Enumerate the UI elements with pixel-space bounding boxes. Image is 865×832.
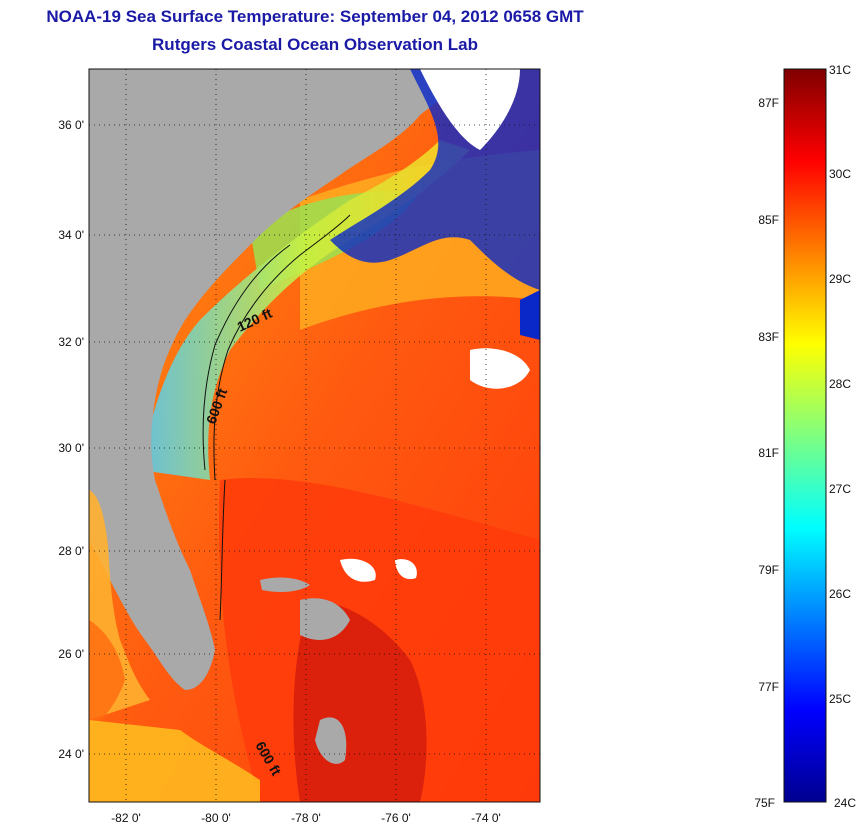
celsius-label: 25C [829,692,851,706]
map-frame [88,68,541,803]
lon-label: -74 0' [471,811,501,825]
colorbar-gradient [783,68,827,803]
island-exuma [315,717,347,764]
celsius-label: 29C [829,272,851,286]
lon-label: -82 0' [111,811,141,825]
map-plot-area [89,69,540,802]
fahrenheit-scale: 87F 85F 83F 81F 79F 77F 75F [754,96,779,810]
fahrenheit-label: 83F [758,330,779,344]
celsius-label: 27C [829,482,851,496]
isobath-120ft [202,244,291,471]
celsius-label: 24C [834,796,856,810]
gulf-warm-water [89,620,125,730]
isobath-600ft [213,214,351,481]
celsius-label: 26C [829,587,851,601]
island-grand-bahama [260,577,310,593]
map-subtitle: Rutgers Coastal Ocean Observation Lab [152,35,478,54]
lat-label: 32 0' [58,335,84,349]
island-andros [300,598,350,640]
cold-anomaly-east [520,290,540,340]
fahrenheit-label: 79F [758,563,779,577]
lon-label: -80 0' [201,811,231,825]
cloud-patch-south [340,558,376,582]
fahrenheit-label: 85F [758,213,779,227]
lat-label: 30 0' [58,441,84,455]
longitude-axis: -82 0' -80 0' -78 0' -76 0' -74 0' [111,811,501,825]
cloud-patch-ne [420,69,520,150]
lon-label: -76 0' [381,811,411,825]
celsius-scale: 31C 30C 29C 28C 27C 26C 25C 24C [829,63,856,810]
cloud-patch-south-2 [395,559,417,580]
lat-label: 26 0' [58,647,84,661]
celsius-label: 30C [829,167,851,181]
latitude-axis: 36 0' 34 0' 32 0' 30 0' 28 0' 26 0' 24 0… [58,118,84,761]
lat-label: 24 0' [58,747,84,761]
florida-keys-water [89,720,260,802]
land-mass [89,69,470,690]
lon-label: -78 0' [291,811,321,825]
cloud-patch-mid [470,348,530,389]
fahrenheit-label: 75F [754,796,775,810]
fahrenheit-label: 87F [758,96,779,110]
lat-label: 36 0' [58,118,84,132]
celsius-label: 31C [829,63,851,77]
lat-label: 34 0' [58,228,84,242]
map-title: NOAA-19 Sea Surface Temperature: Septemb… [46,7,584,26]
isobath-600ft-south [219,479,226,621]
lat-label: 28 0' [58,544,84,558]
celsius-label: 28C [829,377,851,391]
fahrenheit-label: 77F [758,680,779,694]
fahrenheit-label: 81F [758,446,779,460]
graticule [89,69,540,802]
